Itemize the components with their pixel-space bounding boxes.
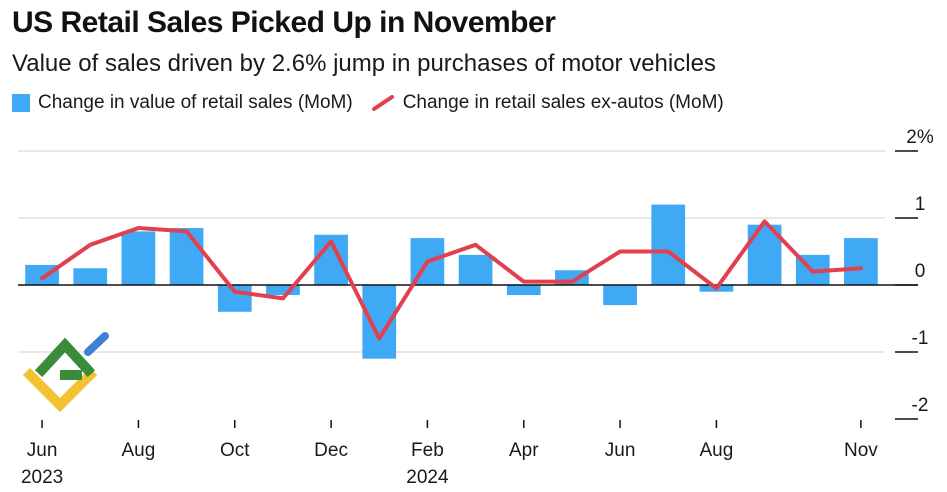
bar bbox=[844, 238, 878, 285]
x-tick-label: Jun bbox=[605, 440, 636, 461]
x-tick-label: Feb bbox=[411, 440, 444, 461]
x-tick-label: Oct bbox=[220, 440, 250, 461]
y-tick-label: 0 bbox=[915, 261, 926, 282]
x-tick-label: Apr bbox=[509, 440, 539, 461]
bar bbox=[651, 204, 686, 285]
x-tick-label: Aug bbox=[700, 440, 734, 461]
legend-item-bars: Change in value of retail sales (MoM) bbox=[12, 92, 353, 114]
chart-subtitle: Value of sales driven by 2.6% jump in pu… bbox=[12, 50, 716, 77]
legend-label-line: Change in retail sales ex-autos (MoM) bbox=[402, 92, 724, 113]
bar bbox=[266, 285, 300, 296]
bar bbox=[169, 228, 204, 285]
legend-item-line: Change in retail sales ex-autos (MoM) bbox=[371, 92, 724, 114]
bar bbox=[73, 268, 108, 285]
legend-label-bars: Change in value of retail sales (MoM) bbox=[38, 92, 353, 113]
y-tick-label: 2% bbox=[906, 127, 934, 148]
legend-bar-swatch bbox=[12, 94, 30, 112]
y-tick-label: -2 bbox=[912, 395, 929, 416]
bar bbox=[458, 254, 493, 285]
x-tick-label: Jun bbox=[27, 440, 58, 461]
bar bbox=[121, 231, 156, 285]
logo-icon bbox=[22, 332, 109, 413]
series-line bbox=[40, 219, 863, 341]
x-tick-label: Aug bbox=[122, 440, 156, 461]
y-tick-label: 1 bbox=[915, 194, 926, 215]
x-tick-label: Nov bbox=[844, 440, 878, 461]
bar bbox=[603, 285, 637, 306]
y-tick-label: -1 bbox=[912, 328, 929, 349]
chart-title: US Retail Sales Picked Up in November bbox=[12, 6, 556, 39]
x-tick-label: Dec bbox=[314, 440, 348, 461]
bar bbox=[506, 285, 541, 296]
x-tick-year-label: 2023 bbox=[21, 467, 63, 488]
legend: Change in value of retail sales (MoM) Ch… bbox=[12, 92, 742, 114]
legend-line-swatch bbox=[371, 95, 394, 111]
bar bbox=[25, 264, 59, 285]
x-tick-year-label: 2024 bbox=[406, 467, 449, 488]
